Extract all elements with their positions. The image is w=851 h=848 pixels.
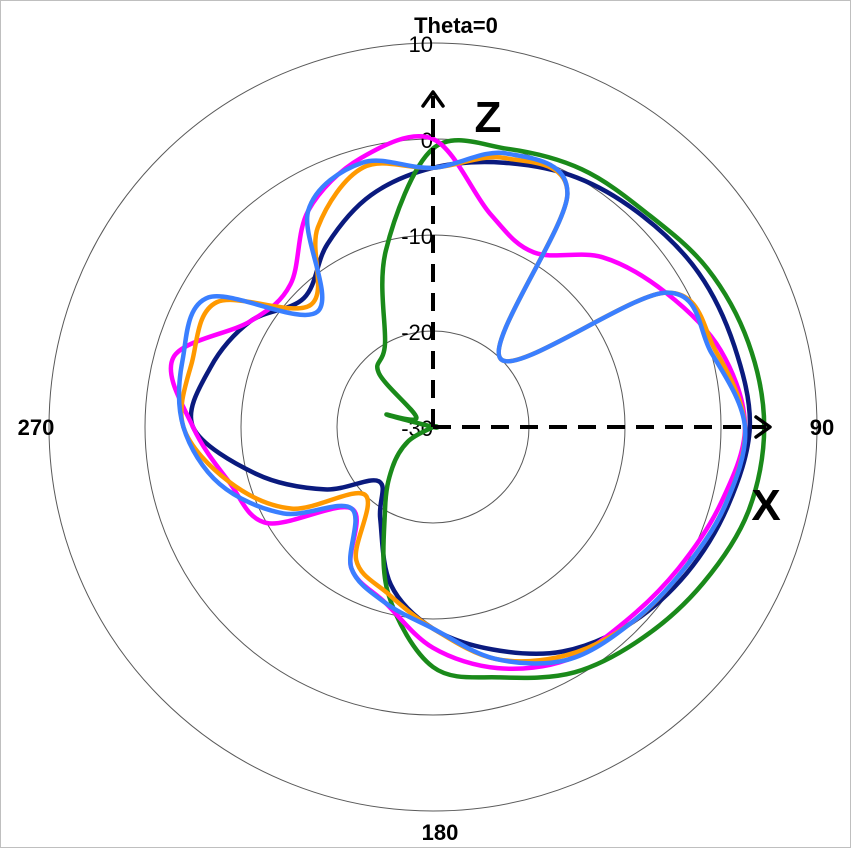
z-axis-arrowhead — [421, 90, 445, 108]
angle-label-180: 180 — [422, 820, 459, 845]
angle-labels: Theta=0 90 180 270 — [18, 13, 835, 845]
grid-ring — [48, 42, 818, 812]
radial-tick-label: 10 — [409, 32, 433, 57]
series-line-2 — [375, 138, 767, 681]
z-axis-label: Z — [475, 93, 502, 142]
axis-arrows: Z X — [421, 90, 781, 530]
radial-tick-label: -10 — [401, 224, 433, 249]
series-line-5 — [176, 150, 748, 666]
angle-label-0: Theta=0 — [414, 13, 498, 38]
x-axis-arrowhead — [754, 415, 772, 439]
angle-label-270: 270 — [18, 415, 55, 440]
radial-tick-labels: 10 0 -10 -20 -30 — [401, 32, 433, 441]
x-axis-label: X — [751, 481, 780, 530]
series-line-3 — [168, 134, 748, 672]
radial-tick-label: 0 — [421, 128, 433, 153]
angle-label-90: 90 — [810, 415, 834, 440]
radial-tick-label: -20 — [401, 320, 433, 345]
series-group — [168, 134, 767, 681]
